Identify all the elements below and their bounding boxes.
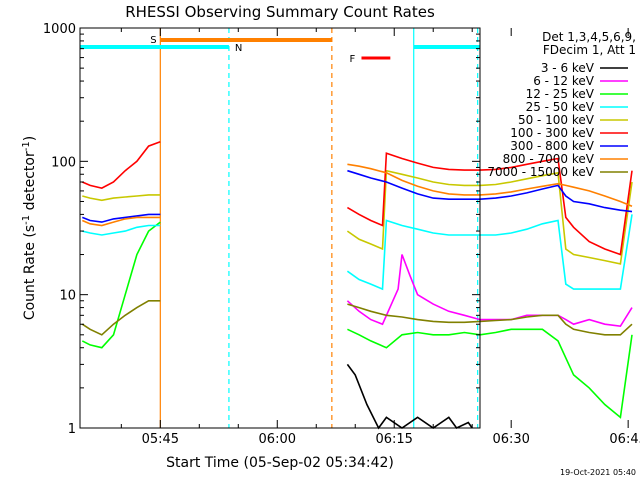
plot-frame bbox=[79, 27, 481, 429]
series-line bbox=[81, 221, 633, 419]
legend-entry-label: 3 - 6 keV bbox=[541, 61, 595, 75]
night-flag-label: N bbox=[235, 43, 242, 54]
x-tick-label: 06:30 bbox=[492, 432, 529, 447]
y-tick-label: 10 bbox=[59, 289, 76, 304]
legend: Det 1,3,4,5,6,9, FDecim 1, Att 1 3 - 6 k… bbox=[487, 30, 636, 179]
series-line bbox=[82, 214, 633, 291]
x-tick-label: 06:15 bbox=[375, 432, 412, 447]
legend-entry-label: 7000 - 15000 keV bbox=[487, 165, 594, 179]
legend-entry-label: 800 - 7000 keV bbox=[503, 152, 595, 166]
series-line bbox=[346, 363, 473, 430]
saa-flag-label: S bbox=[150, 35, 156, 46]
series-line bbox=[82, 169, 633, 265]
series-line bbox=[81, 300, 633, 336]
y-tick-label: 1000 bbox=[43, 22, 76, 37]
legend-entry-label: 50 - 100 keV bbox=[518, 113, 595, 127]
legend-entry-label: 6 - 12 keV bbox=[533, 74, 595, 88]
x-tick-label: 06:00 bbox=[259, 432, 296, 447]
y-axis: 1 10 100 1000 bbox=[43, 22, 480, 437]
y-axis-title: Count Rate (s-1 detector-1) bbox=[21, 136, 38, 320]
legend-header-line2: FDecim 1, Att 1 bbox=[543, 43, 636, 57]
chart-title: RHESSI Observing Summary Count Rates bbox=[125, 3, 435, 21]
series-line bbox=[81, 141, 633, 256]
plot-area: S N F bbox=[79, 27, 633, 430]
y-tick-label: 1 bbox=[68, 422, 76, 437]
x-axis-title: Start Time (05-Sep-02 05:34:42) bbox=[166, 455, 394, 471]
flare-flag-label: F bbox=[349, 54, 355, 65]
legend-entry-label: 300 - 800 keV bbox=[510, 139, 594, 153]
legend-entry-label: 12 - 25 keV bbox=[526, 87, 595, 101]
y-tick-label: 100 bbox=[51, 155, 76, 170]
legend-header-line1: Det 1,3,4,5,6,9, bbox=[542, 30, 636, 44]
legend-entry-label: 25 - 50 keV bbox=[526, 100, 595, 114]
series-line bbox=[82, 169, 633, 223]
x-tick-label: 05:45 bbox=[142, 432, 179, 447]
footer-date: 19-Oct-2021 05:40 bbox=[560, 468, 636, 477]
x-tick-label: 06:45 bbox=[609, 432, 640, 447]
legend-entry-label: 100 - 300 keV bbox=[510, 126, 594, 140]
series-line bbox=[81, 163, 633, 227]
